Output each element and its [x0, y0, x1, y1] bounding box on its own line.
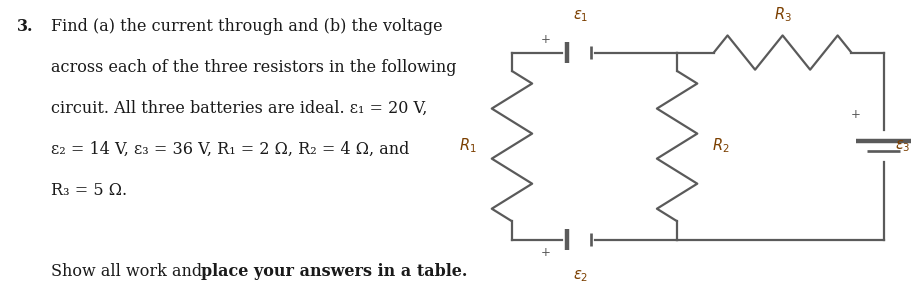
- Text: $R_1$: $R_1$: [459, 137, 477, 156]
- Text: across each of the three resistors in the following: across each of the three resistors in th…: [52, 59, 457, 76]
- Text: $R_2$: $R_2$: [713, 137, 730, 156]
- Text: Show all work and: Show all work and: [52, 264, 208, 281]
- Text: +: +: [851, 108, 861, 121]
- Text: +: +: [541, 246, 551, 259]
- Text: $\varepsilon_3$: $\varepsilon_3$: [894, 138, 910, 154]
- Text: +: +: [541, 33, 551, 46]
- Text: place your answers in a table.: place your answers in a table.: [201, 264, 467, 281]
- Text: circuit. All three batteries are ideal. ε₁ = 20 V,: circuit. All three batteries are ideal. …: [52, 100, 427, 117]
- Text: Find (a) the current through and (b) the voltage: Find (a) the current through and (b) the…: [52, 18, 443, 35]
- Text: R₃ = 5 Ω.: R₃ = 5 Ω.: [52, 182, 127, 199]
- Text: $\varepsilon_2$: $\varepsilon_2$: [573, 269, 589, 284]
- Text: $R_3$: $R_3$: [773, 5, 792, 24]
- Text: $\varepsilon_1$: $\varepsilon_1$: [573, 8, 589, 24]
- Text: ε₂ = 14 V, ε₃ = 36 V, R₁ = 2 Ω, R₂ = 4 Ω, and: ε₂ = 14 V, ε₃ = 36 V, R₁ = 2 Ω, R₂ = 4 Ω…: [52, 141, 410, 158]
- Text: 3.: 3.: [17, 18, 33, 35]
